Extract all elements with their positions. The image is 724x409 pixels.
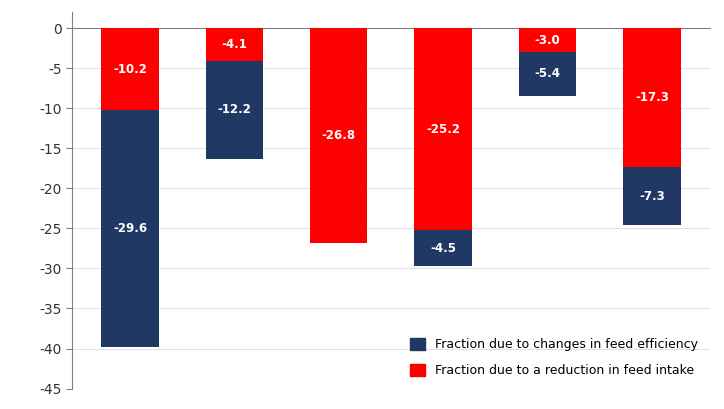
Text: -17.3: -17.3 [635, 91, 669, 104]
Bar [519, 52, 576, 96]
Bar [414, 28, 472, 230]
Text: -7.3: -7.3 [639, 189, 665, 202]
Text: -4.5: -4.5 [430, 242, 456, 254]
Bar [623, 167, 681, 225]
Bar [206, 61, 263, 159]
Text: -3.0: -3.0 [534, 34, 560, 47]
Bar [206, 28, 263, 61]
Text: -25.2: -25.2 [426, 123, 460, 136]
Text: -10.2: -10.2 [113, 63, 147, 76]
Text: -12.2: -12.2 [217, 103, 251, 117]
Text: -5.4: -5.4 [534, 67, 560, 81]
Bar [101, 28, 159, 110]
Bar [310, 28, 368, 243]
Bar [623, 28, 681, 167]
Bar [101, 110, 159, 347]
Text: -4.1: -4.1 [222, 38, 248, 51]
Text: -26.8: -26.8 [321, 129, 355, 142]
Text: -29.6: -29.6 [113, 222, 147, 235]
Legend: Fraction due to changes in feed efficiency, Fraction due to a reduction in feed : Fraction due to changes in feed efficien… [405, 333, 703, 382]
Bar [414, 230, 472, 266]
Bar [519, 28, 576, 52]
